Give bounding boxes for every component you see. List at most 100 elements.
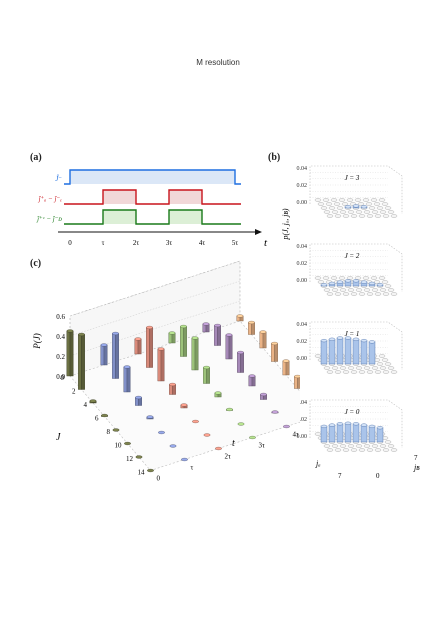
floor-cell (373, 202, 381, 206)
pulse-trace (64, 169, 241, 185)
panel-b-zlabel: p(J, jₐ, jʙ) (281, 208, 290, 240)
bar-front (112, 333, 116, 379)
bar-front (214, 325, 218, 346)
bar-top (225, 333, 233, 337)
bar-top (236, 314, 244, 318)
floor-cell (379, 366, 387, 370)
bar-top (249, 435, 256, 440)
floor-cell (370, 198, 378, 202)
j-tick: 2 (72, 388, 76, 396)
distribution-bar (360, 424, 368, 443)
bar-top (203, 433, 211, 437)
trace-label: ĵ⁺ᶜ − ĵ⁻ᴅ (36, 215, 62, 223)
distribution-bar-top (360, 423, 368, 427)
time-tick: 0 (68, 239, 72, 247)
time-axis-arrow (255, 229, 262, 235)
bar-top (123, 365, 131, 369)
distribution-bar-top (360, 339, 368, 343)
bar-top (146, 325, 153, 330)
distribution-bar (344, 337, 352, 365)
floor-cell (355, 288, 363, 292)
floor-cell (326, 292, 334, 296)
distribution-bar-top (328, 337, 336, 341)
floor-cell (346, 198, 354, 202)
floor-cell (314, 276, 322, 280)
floor-cell (384, 206, 392, 210)
bar-front (191, 337, 196, 371)
z-tick: 0.2 (56, 353, 65, 361)
bar-side (149, 327, 153, 368)
subplot-ztick: 0.02 (297, 183, 308, 189)
floor-cell (328, 206, 336, 210)
distribution-bar (368, 426, 376, 443)
floor-cell (334, 292, 342, 296)
floor-cell (366, 292, 374, 296)
floor-cell (390, 370, 398, 374)
floor-cell (379, 444, 387, 448)
bar-top (169, 382, 176, 387)
subplot-ztick: 0.02 (297, 339, 308, 345)
floor-cell (355, 366, 363, 370)
bar-top (78, 332, 85, 337)
distribution-bar-top (352, 204, 360, 208)
j-tick: 0 (61, 374, 65, 382)
bar-top (134, 337, 142, 341)
floor-cell (381, 358, 389, 362)
distribution-bar-top (328, 423, 336, 427)
t-tick: τ (191, 464, 194, 472)
bar-top (282, 359, 290, 363)
floor-cell (355, 210, 363, 214)
subplot-ztick: 0.02 (297, 261, 308, 267)
bar-side (160, 348, 165, 382)
floor-cell (384, 362, 392, 366)
floor-cell (390, 214, 398, 218)
subplot-ztick: 0.00 (297, 200, 308, 206)
bar-front (203, 367, 207, 384)
bar-top (158, 430, 165, 435)
bar-side (194, 337, 199, 371)
bar-top (168, 331, 176, 335)
floor-cell (323, 210, 331, 214)
pulse-fill (169, 210, 202, 224)
floor-cell (355, 444, 363, 448)
subplot-ztick: 0.00 (297, 356, 308, 362)
floor-cell (382, 370, 390, 374)
floor-cell (374, 292, 382, 296)
bar-side (262, 331, 267, 349)
floor-cell (338, 276, 346, 280)
floor-cell (354, 276, 362, 280)
bar-top (147, 468, 154, 473)
floor-cell (358, 448, 366, 452)
bar-side (81, 334, 85, 390)
bar-top (214, 391, 222, 395)
subplot-ztick: 0.04 (297, 244, 308, 250)
floor-cell (350, 448, 358, 452)
floor-cell (382, 214, 390, 218)
floor-cell (358, 370, 366, 374)
bar-top (248, 320, 255, 325)
axis-ja-label: jₐ (315, 459, 321, 468)
floor-cell (331, 444, 339, 448)
floor-cell (370, 276, 378, 280)
z-tick: 0.0 (56, 373, 65, 381)
floor-cell (339, 366, 347, 370)
floor-cell (379, 210, 387, 214)
bar-side (285, 360, 290, 376)
bar-side (251, 322, 255, 335)
floor-cell (371, 210, 379, 214)
bar-front (134, 338, 139, 355)
distribution-bar-top (352, 279, 360, 283)
floor-cell (366, 214, 374, 218)
bar-front (100, 344, 105, 366)
bar-front (123, 366, 128, 393)
bar-top (271, 410, 279, 414)
time-tick: 3τ (166, 239, 173, 247)
subplot-label: J = 1 (345, 330, 360, 338)
bar-top (192, 419, 199, 424)
floor-cell (378, 198, 386, 202)
bar-top (169, 444, 177, 448)
floor-cell (314, 198, 322, 202)
distribution-bar-top (344, 205, 352, 209)
floor-cell (331, 366, 339, 370)
j-tick: 14 (138, 469, 146, 477)
